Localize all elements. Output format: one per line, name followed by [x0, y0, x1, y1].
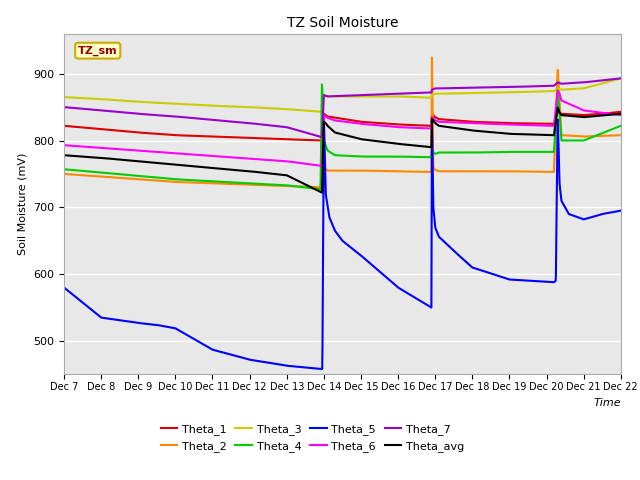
Text: TZ_sm: TZ_sm	[78, 46, 118, 56]
Y-axis label: Soil Moisture (mV): Soil Moisture (mV)	[17, 153, 28, 255]
Legend: Theta_1, Theta_2, Theta_3, Theta_4, Theta_5, Theta_6, Theta_7, Theta_avg, , , , : Theta_1, Theta_2, Theta_3, Theta_4, Thet…	[161, 424, 524, 452]
Text: Time: Time	[593, 398, 621, 408]
Title: TZ Soil Moisture: TZ Soil Moisture	[287, 16, 398, 30]
